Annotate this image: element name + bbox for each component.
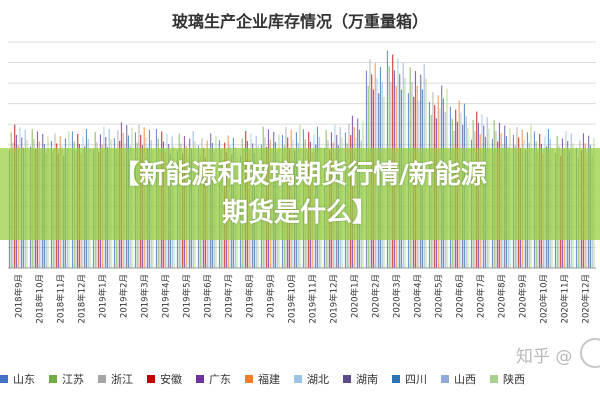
legend-swatch — [490, 375, 498, 383]
x-tick-label: 2019年2月 — [119, 274, 130, 318]
legend-item: 江苏 — [49, 371, 84, 387]
chart-title: 玻璃生产企业库存情况（万重量箱） — [171, 12, 428, 31]
legend-item: 湖北 — [294, 371, 329, 387]
x-tick-label: 2019年6月 — [203, 274, 214, 318]
legend-swatch — [245, 375, 253, 383]
x-tick-label: 2019年10月 — [287, 274, 298, 323]
legend-item: 安徽 — [147, 371, 182, 387]
x-tick-label: 2020年9月 — [518, 274, 529, 318]
legend-label: 山西 — [454, 373, 476, 386]
legend-swatch — [98, 375, 106, 383]
x-tick-label: 2020年3月 — [392, 274, 403, 318]
x-tick-label: 2019年4月 — [161, 274, 172, 318]
legend-swatch — [0, 375, 8, 383]
legend-label: 福建 — [258, 373, 280, 386]
legend-label: 浙江 — [111, 373, 133, 386]
legend-label: 安徽 — [160, 373, 182, 386]
legend-label: 湖南 — [356, 373, 378, 386]
legend-item: 福建 — [245, 371, 280, 387]
promo-banner — [0, 148, 600, 240]
legend-swatch — [49, 375, 57, 383]
x-tick-label: 2020年7月 — [476, 274, 487, 318]
banner-text: 【新能源和玻璃期货行情/新能源 期货是什么】 — [0, 156, 600, 232]
x-tick-label: 2018年12月 — [77, 274, 88, 323]
x-tick-label: 2018年11月 — [56, 274, 67, 323]
x-tick-label: 2020年6月 — [455, 274, 466, 318]
watermark-icon — [580, 338, 600, 368]
x-tick-label: 2020年5月 — [434, 274, 445, 318]
x-tick-label: 2019年11月 — [308, 274, 319, 323]
x-tick-label: 2019年12月 — [329, 274, 340, 323]
x-tick-label: 2019年5月 — [182, 274, 193, 318]
x-tick-label: 2020年2月 — [371, 274, 382, 318]
x-tick-label: 2019年1月 — [98, 274, 109, 318]
x-tick-label: 2019年8月 — [245, 274, 256, 318]
legend-item: 浙江 — [98, 371, 133, 387]
legend-swatch — [147, 375, 155, 383]
banner-line-2: 期货是什么】 — [221, 198, 378, 228]
legend-item: 陕西 — [490, 371, 525, 387]
x-tick-label: 2019年9月 — [266, 274, 277, 318]
legend-item: 山西 — [441, 371, 476, 387]
legend-label: 四川 — [405, 373, 427, 386]
x-tick-label: 2020年1月 — [350, 274, 361, 318]
x-tick-label: 2020年12月 — [581, 274, 592, 323]
legend-item: 湖南 — [343, 371, 378, 387]
legend-label: 陕西 — [503, 373, 525, 386]
legend-swatch — [196, 375, 204, 383]
x-tick-label: 2018年10月 — [35, 274, 46, 323]
x-tick-label: 2019年3月 — [140, 274, 151, 318]
legend-label: 山东 — [13, 373, 35, 386]
legend-label: 江苏 — [62, 373, 84, 386]
legend-swatch — [343, 375, 351, 383]
legend-label: 广东 — [209, 373, 231, 386]
x-tick-label: 2020年8月 — [497, 274, 508, 318]
banner-line-1: 【新能源和玻璃期货行情/新能源 — [113, 160, 487, 190]
legend-swatch — [441, 375, 449, 383]
chart-legend: 山东 江苏 浙江 安徽 广东 福建 湖北 湖南 四川 山西 陕西 — [0, 368, 600, 390]
x-tick-label: 2019年7月 — [224, 274, 235, 318]
x-tick-label: 2020年10月 — [539, 274, 550, 323]
legend-label: 湖北 — [307, 373, 329, 386]
legend-item: 广东 — [196, 371, 231, 387]
x-tick-label: 2020年11月 — [560, 274, 571, 323]
legend-item: 山东 — [0, 371, 35, 387]
watermark-text: 知乎 @ — [516, 347, 573, 367]
legend-item: 四川 — [392, 371, 427, 387]
x-tick-label: 2020年4月 — [413, 274, 424, 318]
legend-swatch — [294, 375, 302, 383]
legend-swatch — [392, 375, 400, 383]
x-tick-label: 2018年9月 — [14, 274, 25, 318]
